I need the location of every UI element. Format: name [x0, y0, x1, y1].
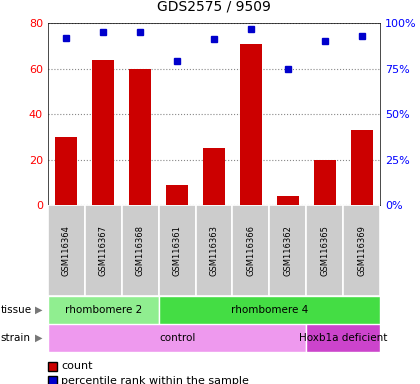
Text: GSM116368: GSM116368: [136, 225, 144, 276]
Text: GDS2575 / 9509: GDS2575 / 9509: [157, 0, 271, 13]
Text: GSM116367: GSM116367: [99, 225, 108, 276]
Text: strain: strain: [1, 333, 31, 343]
Text: Hoxb1a deficient: Hoxb1a deficient: [299, 333, 387, 343]
Bar: [232, 205, 269, 296]
Text: GSM116361: GSM116361: [173, 225, 181, 276]
Text: ▶: ▶: [35, 305, 42, 315]
Text: count: count: [61, 361, 93, 371]
Bar: [306, 205, 343, 296]
Bar: [129, 69, 151, 205]
Text: GSM116364: GSM116364: [62, 225, 71, 276]
Text: GSM116362: GSM116362: [284, 225, 292, 276]
Bar: [203, 149, 225, 205]
Bar: [240, 43, 262, 205]
Text: GSM116365: GSM116365: [320, 225, 329, 276]
Bar: [314, 160, 336, 205]
Bar: [92, 60, 114, 205]
Bar: [269, 205, 306, 296]
Bar: [196, 205, 232, 296]
Bar: [48, 296, 159, 324]
Bar: [306, 324, 380, 352]
Bar: [166, 185, 188, 205]
Text: tissue: tissue: [1, 305, 32, 315]
Bar: [85, 205, 122, 296]
Text: rhombomere 2: rhombomere 2: [65, 305, 142, 315]
Bar: [122, 205, 159, 296]
Bar: [351, 130, 373, 205]
Text: percentile rank within the sample: percentile rank within the sample: [61, 376, 249, 384]
Text: rhombomere 4: rhombomere 4: [231, 305, 308, 315]
Text: GSM116369: GSM116369: [357, 225, 366, 276]
Bar: [277, 196, 299, 205]
Bar: [55, 137, 77, 205]
Bar: [48, 324, 306, 352]
Text: control: control: [159, 333, 195, 343]
Bar: [343, 205, 380, 296]
Bar: [159, 205, 196, 296]
Bar: [48, 205, 85, 296]
Text: GSM116363: GSM116363: [210, 225, 218, 276]
Text: ▶: ▶: [35, 333, 42, 343]
Text: GSM116366: GSM116366: [247, 225, 255, 276]
Bar: [159, 296, 380, 324]
